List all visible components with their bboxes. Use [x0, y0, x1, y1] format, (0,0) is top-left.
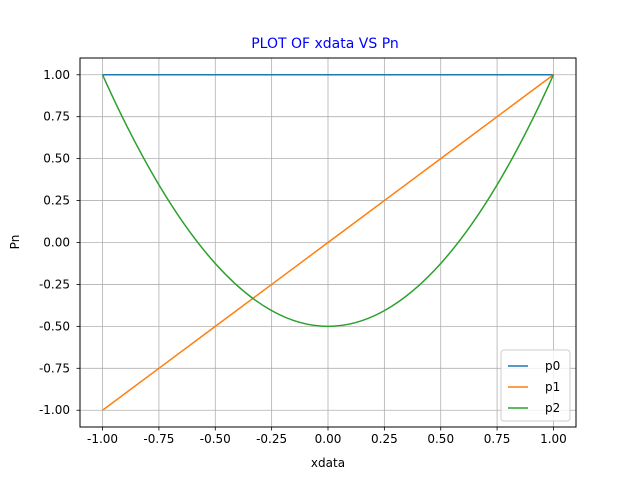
- x-tick-label: 0.75: [484, 432, 511, 446]
- legend-box: [500, 349, 571, 422]
- y-axis-label: Pn: [8, 235, 22, 250]
- legend-label-p0: p0: [545, 359, 560, 373]
- y-tick-label: 0.50: [43, 152, 70, 166]
- x-tick-label: -0.25: [256, 432, 287, 446]
- x-axis-label: xdata: [311, 456, 345, 470]
- legend: p0 p1 p2: [500, 349, 571, 422]
- y-tick-label: 0.00: [43, 236, 70, 250]
- chart-title: PLOT OF xdata VS Pn: [251, 36, 399, 52]
- x-tick-label: 0.00: [315, 432, 342, 446]
- y-tick-label: -1.00: [39, 403, 70, 417]
- x-tick-label: 1.00: [540, 432, 567, 446]
- y-tick-label: -0.50: [39, 319, 70, 333]
- x-tick-label: -1.00: [87, 432, 118, 446]
- y-tick-label: -0.25: [39, 277, 70, 291]
- axis-ticks: -1.00 -0.75 -0.50 -0.25 0.00 0.25 0.50 0.75 1.00…: [39, 68, 567, 446]
- legend-label-p1: p1: [545, 380, 560, 394]
- x-tick-label: -0.50: [200, 432, 231, 446]
- series-line-p1: [102, 74, 554, 411]
- y-tick-label: 0.25: [43, 194, 70, 208]
- x-tick-label: 0.25: [371, 432, 398, 446]
- y-tick-label: -0.75: [39, 361, 70, 375]
- legend-label-p2: p2: [545, 401, 560, 415]
- y-tick-label: 1.00: [43, 68, 70, 82]
- y-tick-label: 0.75: [43, 110, 70, 124]
- x-tick-label: -0.75: [143, 432, 174, 446]
- x-tick-label: 0.50: [427, 432, 454, 446]
- series-lines: [101, 74, 555, 411]
- series-line-p2: [101, 74, 555, 328]
